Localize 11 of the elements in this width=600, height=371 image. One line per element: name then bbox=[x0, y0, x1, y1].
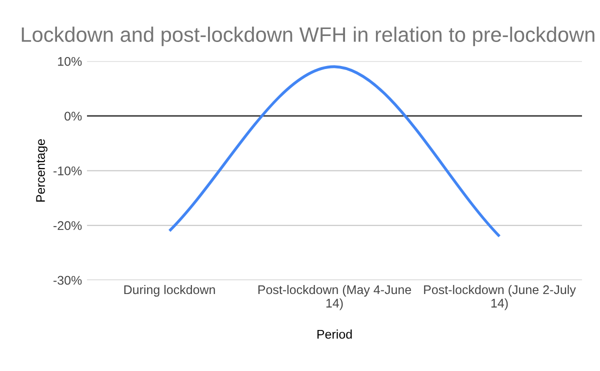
x-tick-label: Post-lockdown (June 2-July 14) bbox=[424, 284, 576, 310]
x-tick-label: During lockdown bbox=[124, 284, 215, 297]
y-tick-label: 10% bbox=[58, 57, 82, 66]
chart-title: Lockdown and post-lockdown WFH in relation to pre-lockdown bbox=[22, 26, 594, 46]
x-axis-title: Period bbox=[317, 330, 352, 339]
y-axis-title: Percentage bbox=[36, 139, 48, 202]
y-tick-label: 0% bbox=[64, 112, 82, 121]
x-tick-label: Post-lockdown (May 4-June 14) bbox=[258, 284, 412, 310]
y-tick-label: -20% bbox=[54, 221, 82, 230]
y-tick-label: -30% bbox=[54, 276, 82, 285]
y-tick-label: -10% bbox=[54, 166, 82, 176]
